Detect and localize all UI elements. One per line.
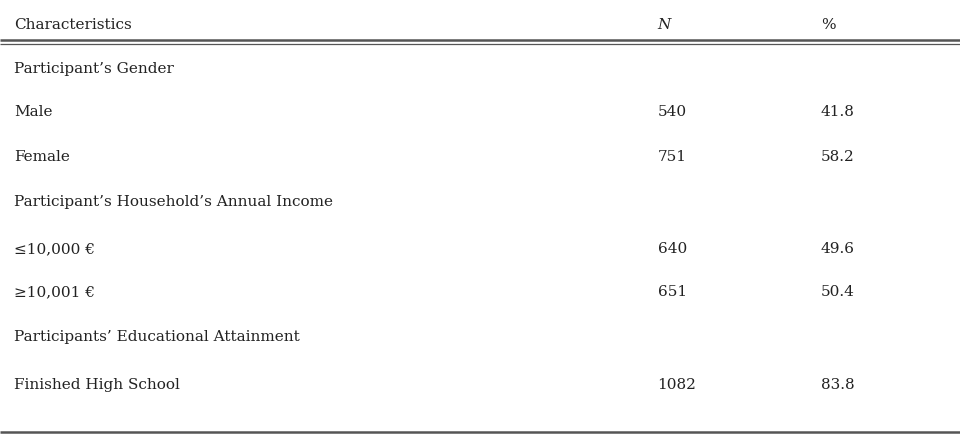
Text: ≥10,001 €: ≥10,001 € [14,285,95,299]
Text: N: N [658,18,671,32]
Text: 540: 540 [658,105,686,119]
Text: 49.6: 49.6 [821,242,854,256]
Text: Finished High School: Finished High School [14,378,180,392]
Text: 41.8: 41.8 [821,105,854,119]
Text: Female: Female [14,150,70,164]
Text: Characteristics: Characteristics [14,18,132,32]
Text: %: % [821,18,835,32]
Text: Participant’s Gender: Participant’s Gender [14,62,175,76]
Text: 58.2: 58.2 [821,150,854,164]
Text: Participant’s Household’s Annual Income: Participant’s Household’s Annual Income [14,195,333,209]
Text: 50.4: 50.4 [821,285,854,299]
Text: Participants’ Educational Attainment: Participants’ Educational Attainment [14,330,300,344]
Text: 651: 651 [658,285,686,299]
Text: 1082: 1082 [658,378,696,392]
Text: 751: 751 [658,150,686,164]
Text: Male: Male [14,105,53,119]
Text: 83.8: 83.8 [821,378,854,392]
Text: 640: 640 [658,242,686,256]
Text: ≤10,000 €: ≤10,000 € [14,242,95,256]
